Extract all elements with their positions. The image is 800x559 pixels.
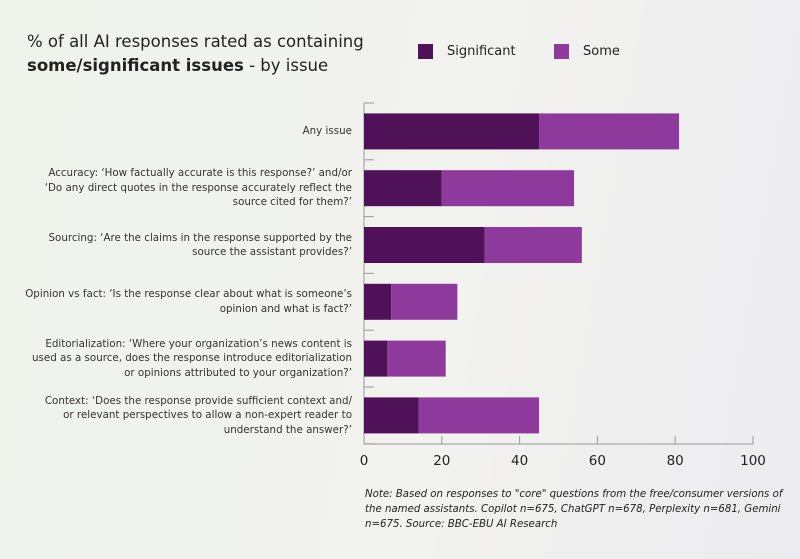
x-tick-label: 40	[511, 453, 528, 469]
bar-some	[484, 227, 582, 263]
bar-significant	[364, 397, 419, 434]
x-tick-label: 20	[433, 453, 450, 469]
bar-significant	[364, 170, 442, 207]
category-label: Sourcing: ‘Are the claims in the respons…	[48, 231, 352, 259]
category-label: Context: ‘Does the response provide suff…	[44, 394, 352, 436]
chart-title: % of all AI responses rated as containin…	[27, 30, 364, 78]
legend-item-significant: Significant	[418, 44, 516, 59]
bar-some	[418, 397, 540, 434]
legend-swatch-some	[554, 44, 569, 59]
bar-some	[539, 113, 680, 150]
category-label: Any issue	[302, 125, 352, 138]
title-line-1: % of all AI responses rated as containin…	[27, 32, 364, 51]
bar-some	[441, 170, 575, 207]
title-suffix: - by issue	[243, 56, 329, 75]
footnote: Note: Based on responses to "core" quest…	[365, 489, 783, 530]
category-label: Editorialization: ‘Where your organizati…	[31, 337, 352, 379]
bar-some	[387, 340, 446, 377]
bar-significant	[364, 283, 392, 320]
legend-swatch-significant	[418, 44, 433, 59]
x-tick-label: 60	[589, 453, 606, 469]
x-tick-label: 80	[667, 453, 684, 469]
bar-significant	[364, 113, 540, 150]
title-bold: some/significant issues	[27, 56, 244, 75]
bar-some	[391, 283, 458, 320]
title-line-2: some/significant issues - by issue	[27, 54, 364, 78]
bar-significant	[364, 340, 388, 377]
legend-label-some: Some	[583, 44, 620, 59]
x-tick-label: 0	[360, 453, 369, 469]
legend-item-some: Some	[554, 44, 620, 59]
category-label: Opinion vs fact: ‘Is the response clear …	[25, 288, 352, 315]
x-tick-label: 100	[740, 453, 766, 469]
legend-label-significant: Significant	[447, 44, 516, 59]
category-label: Accuracy: ‘How factually accurate is thi…	[44, 167, 352, 209]
bar-significant	[364, 227, 485, 263]
